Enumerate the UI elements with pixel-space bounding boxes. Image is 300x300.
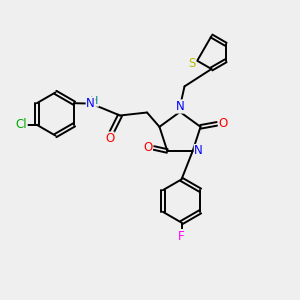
Text: S: S bbox=[188, 57, 196, 70]
Text: O: O bbox=[105, 132, 114, 145]
Text: O: O bbox=[218, 117, 228, 130]
Text: H: H bbox=[90, 96, 99, 106]
Text: O: O bbox=[143, 142, 152, 154]
Text: F: F bbox=[178, 230, 185, 243]
Text: Cl: Cl bbox=[15, 118, 27, 131]
Text: N: N bbox=[86, 97, 95, 110]
Text: N: N bbox=[194, 145, 203, 158]
Text: N: N bbox=[176, 100, 184, 113]
